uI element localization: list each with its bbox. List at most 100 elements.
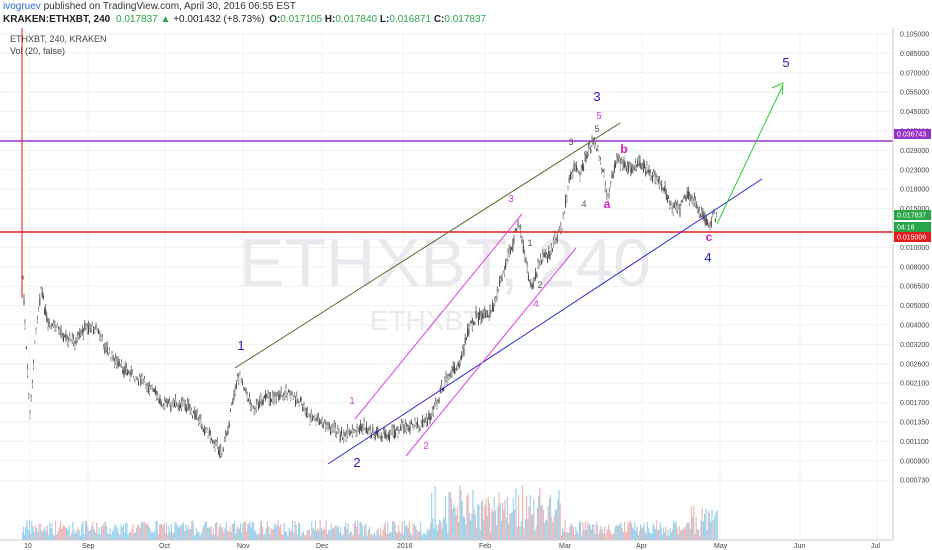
volume-bar (300, 536, 302, 540)
volume-bar (604, 526, 606, 540)
candle-body (258, 404, 260, 410)
volume-bar (46, 525, 48, 540)
volume-bar (511, 511, 513, 540)
wave-label[interactable]: 5 (782, 55, 789, 70)
wave-label[interactable]: 2 (353, 455, 360, 470)
author-link[interactable]: ivogruev (3, 1, 41, 12)
volume-bar (224, 527, 226, 540)
candle-body (215, 442, 217, 445)
wave-label[interactable]: 5 (596, 111, 602, 122)
up-arrow-icon: ▲ (160, 14, 171, 25)
volume-bar (405, 526, 407, 540)
wave-label[interactable]: 3 (508, 194, 514, 205)
candle-body (695, 200, 697, 207)
volume-bar (39, 524, 41, 540)
volume-bar (170, 523, 172, 540)
candle-body (462, 349, 464, 356)
wave-label[interactable]: c (706, 230, 713, 244)
candle-body (405, 426, 407, 433)
volume-bar (314, 521, 316, 540)
wave-label[interactable]: 1 (237, 338, 244, 353)
volume-bar (358, 534, 360, 540)
candle-body (310, 413, 312, 421)
volume-bar (270, 528, 272, 540)
upper-trend-line[interactable] (234, 122, 621, 369)
candle-body (691, 197, 693, 203)
volume-bar (470, 520, 472, 540)
candle-body (268, 397, 270, 404)
volume-bar (408, 521, 410, 540)
candle-body (603, 172, 605, 177)
candle-body (444, 379, 446, 385)
candle-body (44, 309, 45, 314)
wave-label[interactable]: 2 (537, 280, 542, 290)
volume-bar (620, 522, 622, 540)
volume-bar (366, 535, 368, 540)
candle-body (526, 265, 528, 272)
lower-trend-line[interactable] (327, 178, 763, 465)
price-axis[interactable]: 0.105000 0.085000 0.070000 0.055000 0.045000… (900, 32, 929, 485)
candle-body (211, 438, 213, 441)
wave-label[interactable]: 4 (581, 199, 586, 209)
candle-body (354, 430, 356, 433)
price-badge (894, 210, 931, 220)
volume-legend[interactable]: Vol (20, false) (10, 46, 65, 56)
series-legend[interactable]: ETHXBT, 240, KRAKEN (10, 34, 107, 44)
price-chart[interactable]: ETHXBT, 240 ETHXBT ETHXBT, 240, KRAKEN V… (0, 28, 932, 550)
volume-bar (689, 528, 691, 540)
volume-bar (684, 526, 686, 540)
candle-body (669, 203, 671, 209)
wave-label[interactable]: 4 (533, 299, 539, 310)
wave-label[interactable]: b (620, 142, 627, 156)
candle-body (266, 395, 268, 398)
price-tick-label: 0.023000 (900, 167, 929, 174)
channel-lower-line[interactable] (405, 247, 577, 457)
volume-bar (515, 488, 517, 540)
candle-body (222, 448, 224, 452)
candle-body (74, 344, 76, 349)
volume-bar (667, 529, 669, 540)
price-badge (894, 222, 931, 232)
volume-bar (682, 527, 684, 540)
candle-body (522, 245, 524, 253)
candle-body (267, 392, 269, 398)
time-axis[interactable]: 10 Sep Oct Nov Dec 2016 Feb Mar Apr May Jun Jul (24, 543, 880, 550)
candle-body (497, 290, 499, 293)
wave-label[interactable]: 2 (423, 441, 429, 452)
wave-label[interactable]: 3 (593, 89, 600, 104)
volume-bar (484, 505, 486, 540)
volume-bar (686, 523, 688, 540)
volume-bar (310, 535, 312, 540)
wave-label[interactable]: 1 (349, 396, 355, 407)
candle-body (78, 334, 79, 339)
volume-bar (453, 505, 455, 540)
candle-body (35, 329, 37, 334)
volume-bar (587, 522, 589, 540)
wave5-projection-arrow[interactable] (716, 84, 784, 225)
channel-upper-line[interactable] (354, 213, 523, 420)
candle-body (339, 435, 341, 441)
volume-bar (417, 531, 419, 540)
volume-bar (259, 522, 261, 540)
candle-body (22, 277, 24, 279)
volume-bar (416, 529, 418, 540)
wave-label[interactable]: 5 (594, 124, 599, 134)
volume-bar (649, 532, 651, 540)
wave-label[interactable]: 1 (527, 238, 532, 248)
candle-body (604, 185, 606, 191)
volume-bar (570, 523, 572, 540)
wave-label[interactable]: a (604, 197, 611, 211)
volume-bar (282, 534, 284, 540)
volume-bar (494, 510, 496, 540)
volume-bar (194, 534, 196, 540)
candle-body (176, 403, 178, 406)
candle-body (256, 401, 258, 404)
volume-bar (144, 522, 146, 540)
candle-body (690, 196, 692, 201)
candle-body (89, 326, 91, 331)
volume-bar (32, 526, 34, 540)
wave-label[interactable]: 3 (568, 137, 573, 147)
wave-label[interactable]: 4 (704, 250, 711, 265)
volume-bar (636, 526, 638, 540)
candle-body (712, 214, 714, 217)
